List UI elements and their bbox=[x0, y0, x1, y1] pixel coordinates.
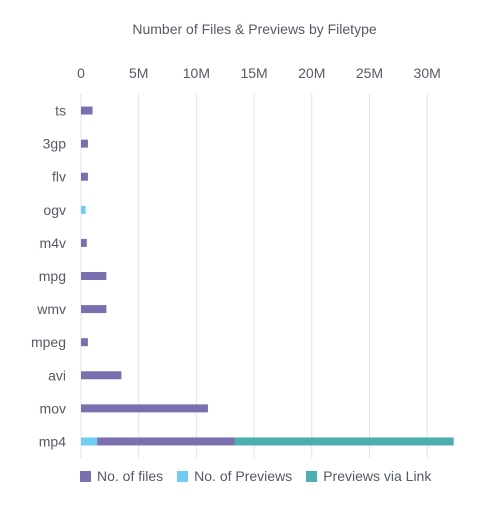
legend-item-previews[interactable]: No. of Previews bbox=[177, 468, 292, 484]
bar-mpg-no-of-files bbox=[81, 272, 107, 280]
x-tick-label-1: 5M bbox=[129, 65, 148, 81]
chart-legend: No. of files No. of Previews Previews vi… bbox=[80, 468, 431, 484]
bar-flv-no-of-files bbox=[81, 172, 88, 181]
bar-mp4-no-of-files bbox=[97, 437, 235, 446]
legend-swatch-previews bbox=[177, 470, 189, 482]
x-tick-label-4: 20M bbox=[298, 65, 325, 81]
x-tick-label-3: 15M bbox=[240, 65, 267, 81]
legend-label-files: No. of files bbox=[97, 468, 164, 484]
x-tick-label-2: 10M bbox=[183, 65, 210, 81]
x-tick-label-0: 0 bbox=[77, 65, 85, 81]
bar-mp4-previews-via-link bbox=[234, 437, 454, 446]
bar-mp4-no-of-previews bbox=[81, 437, 98, 446]
legend-swatch-previews-via-link bbox=[306, 470, 318, 482]
legend-label-previews-via-link: Previews via Link bbox=[323, 468, 432, 484]
category-label-ogv: ogv bbox=[43, 202, 66, 218]
category-label-flv: flv bbox=[52, 169, 66, 185]
bar-wmv-no-of-files bbox=[81, 305, 107, 314]
legend-item-previews-via-link[interactable]: Previews via Link bbox=[306, 468, 431, 484]
bar-mov-no-of-files bbox=[81, 404, 208, 413]
bar-mpeg-no-of-files bbox=[81, 338, 88, 347]
legend-label-previews: No. of Previews bbox=[194, 468, 293, 484]
bar-3gp-no-of-files bbox=[81, 139, 88, 148]
category-label-mpeg: mpeg bbox=[31, 334, 66, 350]
bar-ts-no-of-files bbox=[81, 106, 93, 115]
legend-swatch-files bbox=[80, 470, 91, 482]
category-label-ts: ts bbox=[55, 103, 66, 119]
category-label-avi: avi bbox=[48, 367, 66, 383]
bar-m4v-no-of-files bbox=[81, 238, 87, 247]
x-tick-label-6: 30M bbox=[414, 65, 441, 81]
x-tick-label-5: 25M bbox=[356, 65, 383, 81]
category-label-m4v: m4v bbox=[40, 235, 66, 251]
category-label-wmv: wmv bbox=[36, 301, 66, 317]
bar-avi-no-of-files bbox=[81, 371, 122, 380]
category-label-mov: mov bbox=[40, 400, 66, 416]
chart-title: Number of Files & Previews by Filetype bbox=[132, 21, 377, 37]
category-label-3gp: 3gp bbox=[43, 136, 67, 152]
bar-ogv-no-of-previews bbox=[81, 205, 86, 214]
legend-item-files[interactable]: No. of files bbox=[80, 468, 163, 484]
category-label-mp4: mp4 bbox=[39, 433, 66, 449]
category-label-mpg: mpg bbox=[39, 268, 66, 284]
